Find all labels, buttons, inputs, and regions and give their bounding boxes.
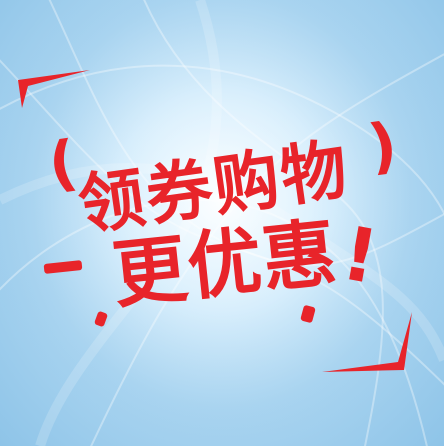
paren-open: ( (44, 128, 81, 201)
dash-left-accent (43, 260, 83, 274)
paren-close: ) (364, 110, 401, 183)
dot-left-accent (94, 311, 108, 327)
dot-right-accent (300, 305, 316, 323)
corner-top-left-accent (18, 70, 90, 108)
corner-bottom-right-accent (322, 312, 412, 372)
exclaim-mark: ! (336, 210, 385, 301)
